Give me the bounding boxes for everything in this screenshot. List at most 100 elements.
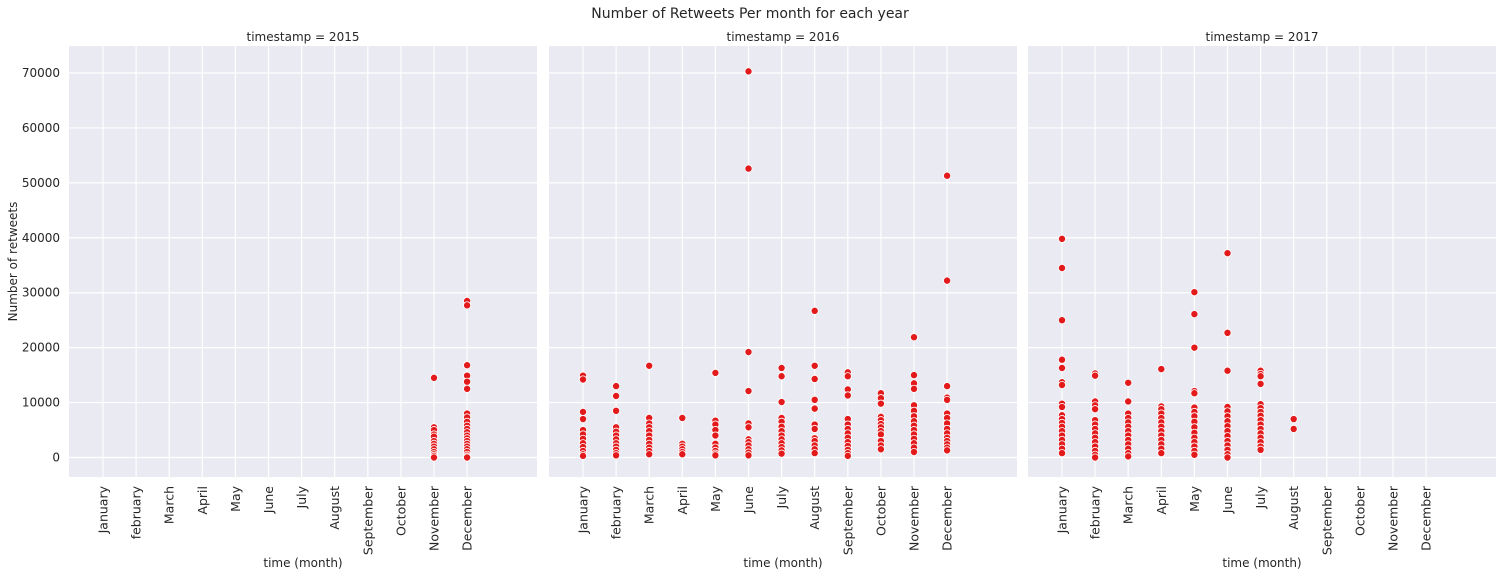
x-tick-label: April bbox=[1154, 486, 1169, 515]
facet-panel-1: January february March April May June July Augu… bbox=[549, 30, 1017, 570]
data-point bbox=[810, 361, 819, 370]
x-tick-label: November bbox=[907, 485, 922, 551]
y-tick-label: 30000 bbox=[22, 286, 60, 300]
data-point bbox=[1157, 449, 1166, 458]
data-point bbox=[1157, 365, 1166, 374]
x-tick-label: May bbox=[708, 485, 723, 511]
y-tick-label: 10000 bbox=[22, 396, 60, 410]
data-point bbox=[876, 430, 885, 439]
x-tick-label: November bbox=[1386, 485, 1401, 551]
data-point bbox=[843, 451, 852, 460]
data-point bbox=[612, 391, 621, 400]
data-point bbox=[429, 453, 438, 462]
figure-title: Number of Retweets Per month for each ye… bbox=[591, 6, 909, 22]
data-point bbox=[612, 382, 621, 391]
x-tick-label: December bbox=[940, 485, 955, 551]
data-point bbox=[810, 449, 819, 458]
y-tick-label: 70000 bbox=[22, 66, 60, 80]
data-point bbox=[463, 377, 472, 386]
x-tick-label: february bbox=[1088, 485, 1103, 539]
x-axis-label: time (month) bbox=[1222, 556, 1301, 570]
data-point bbox=[943, 446, 952, 455]
data-point bbox=[810, 424, 819, 433]
data-point bbox=[943, 276, 952, 285]
x-tick-label: January bbox=[96, 485, 111, 534]
data-point bbox=[744, 387, 753, 396]
data-point bbox=[1223, 249, 1232, 258]
data-point bbox=[843, 372, 852, 381]
data-points bbox=[429, 296, 472, 462]
y-tick-label: 0 bbox=[52, 451, 60, 465]
data-point bbox=[463, 453, 472, 462]
x-tick-label: february bbox=[129, 485, 144, 539]
x-tick-label: March bbox=[642, 486, 657, 524]
data-point bbox=[711, 368, 720, 377]
data-point bbox=[910, 384, 919, 393]
x-tick-label: May bbox=[1187, 485, 1202, 511]
x-tick-label: November bbox=[427, 485, 442, 551]
data-point bbox=[463, 384, 472, 393]
y-tick-label: 40000 bbox=[22, 231, 60, 245]
x-tick-label: August bbox=[327, 486, 342, 530]
data-point bbox=[1058, 234, 1067, 243]
data-point bbox=[744, 423, 753, 432]
panel-title: timestamp = 2015 bbox=[247, 30, 360, 44]
data-point bbox=[810, 306, 819, 315]
data-point bbox=[1058, 355, 1067, 364]
data-point bbox=[645, 450, 654, 459]
data-point bbox=[744, 348, 753, 357]
x-tick-label: September bbox=[1319, 485, 1334, 555]
data-point bbox=[910, 333, 919, 342]
data-point bbox=[1058, 402, 1067, 411]
data-points bbox=[579, 67, 952, 460]
data-point bbox=[843, 391, 852, 400]
data-point bbox=[1190, 450, 1199, 459]
data-point bbox=[810, 374, 819, 383]
data-point bbox=[943, 382, 952, 391]
data-point bbox=[463, 301, 472, 310]
facet-panel-2: January february March April May June July Augu… bbox=[1028, 30, 1496, 570]
panel-title: timestamp = 2017 bbox=[1206, 30, 1319, 44]
data-point bbox=[579, 451, 588, 460]
x-tick-label: July bbox=[1253, 485, 1268, 509]
data-point bbox=[579, 415, 588, 424]
x-tick-label: December bbox=[460, 485, 475, 551]
data-point bbox=[1058, 363, 1067, 372]
data-point bbox=[579, 407, 588, 416]
data-points bbox=[1058, 234, 1298, 462]
x-tick-label: March bbox=[1121, 486, 1136, 524]
x-tick-label: August bbox=[807, 486, 822, 530]
data-point bbox=[876, 445, 885, 454]
x-tick-label: february bbox=[609, 485, 624, 539]
x-tick-label: June bbox=[1220, 486, 1235, 515]
x-tick-label: December bbox=[1419, 485, 1434, 551]
data-point bbox=[612, 406, 621, 415]
data-point bbox=[1190, 389, 1199, 398]
x-tick-label: August bbox=[1286, 486, 1301, 530]
data-point bbox=[1091, 371, 1100, 380]
data-point bbox=[1289, 415, 1298, 424]
data-point bbox=[744, 67, 753, 76]
data-point bbox=[678, 413, 687, 422]
data-point bbox=[910, 448, 919, 457]
x-tick-label: June bbox=[261, 486, 276, 515]
x-tick-label: March bbox=[162, 486, 177, 524]
y-tick-label: 20000 bbox=[22, 341, 60, 355]
data-point bbox=[744, 164, 753, 173]
data-point bbox=[1058, 263, 1067, 272]
x-axis-label: time (month) bbox=[743, 556, 822, 570]
data-point bbox=[876, 399, 885, 408]
data-point bbox=[1223, 366, 1232, 375]
plot-background bbox=[69, 46, 537, 477]
data-point bbox=[429, 373, 438, 382]
x-tick-label: May bbox=[228, 485, 243, 511]
data-point bbox=[579, 375, 588, 384]
y-tick-label: 50000 bbox=[22, 176, 60, 190]
data-point bbox=[612, 451, 621, 460]
data-point bbox=[1256, 445, 1265, 454]
y-axis-label: Number of retweets bbox=[6, 202, 20, 322]
x-tick-label: October bbox=[1352, 485, 1367, 536]
data-point bbox=[678, 450, 687, 459]
data-point bbox=[1124, 452, 1133, 461]
